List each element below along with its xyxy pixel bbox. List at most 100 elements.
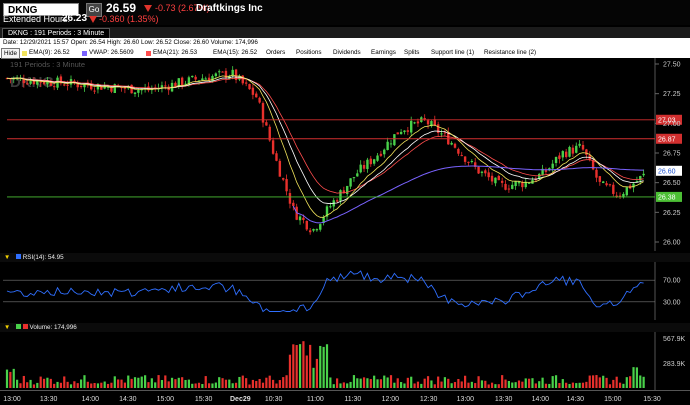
candle-body [602, 181, 605, 184]
candle-body [383, 149, 386, 155]
study-ema15[interactable]: EMA(15): 26.52 [206, 48, 257, 58]
volume-bar [447, 378, 450, 388]
symbol-input[interactable]: DKNG [3, 3, 79, 16]
candle-body [282, 178, 285, 180]
rsi-label: RSI(14): 54.95 [22, 254, 64, 261]
volume-bar [521, 381, 524, 388]
candle-body [410, 120, 413, 133]
menu-orders[interactable]: Orders [266, 49, 286, 56]
volume-bar [241, 375, 244, 388]
volume-bar [551, 376, 554, 388]
menu-support-line[interactable]: Support line (1) [431, 49, 475, 56]
volume-bar [49, 378, 52, 388]
volume-bar [541, 377, 544, 388]
candle-body [325, 206, 329, 217]
study-ema9[interactable]: EMA(9): 26.52 [22, 48, 70, 58]
volume-bar [612, 379, 615, 388]
volume-bar [457, 379, 460, 388]
volume-bar [160, 380, 164, 388]
volume-bar [106, 383, 110, 388]
volume-bar [369, 379, 372, 388]
candle-body [174, 82, 177, 88]
volume-bar [5, 369, 9, 388]
candle-body [248, 84, 251, 90]
collapse-icon[interactable]: ▼ [4, 324, 11, 331]
volume-bar [298, 344, 302, 388]
candle-body [261, 103, 265, 123]
volume-bar [403, 383, 406, 388]
candle-body [443, 132, 447, 134]
time-tick-label: 10:30 [265, 396, 283, 403]
candle-body [605, 183, 608, 186]
menu-dividends[interactable]: Dividends [333, 49, 361, 56]
time-tick-label: 11:00 [307, 396, 324, 403]
candle-body [63, 84, 66, 86]
menu-resistance-line[interactable]: Resistance line (2) [484, 49, 537, 56]
candle-body [433, 119, 436, 126]
candle-body [90, 84, 93, 90]
volume-bar [157, 375, 160, 388]
volume-bar [474, 383, 477, 388]
menu-positions[interactable]: Positions [296, 49, 322, 56]
candle-body [93, 90, 96, 92]
candle-body [366, 159, 369, 170]
candle-body [403, 130, 406, 133]
volume-bar [440, 381, 443, 388]
study-vwap[interactable]: VWAP: 26.5609 [82, 48, 134, 58]
candle-body [507, 188, 511, 190]
candle-body [339, 190, 342, 201]
candle-body [423, 118, 426, 120]
candle-body [504, 183, 507, 190]
volume-bar [201, 384, 204, 388]
volume-bar [426, 376, 430, 388]
volume-bar [487, 384, 490, 388]
volume-bar [578, 382, 581, 388]
chart-tab[interactable]: DKNG : 191 Periods : 3 Minute [2, 28, 111, 39]
watermark-periods: 191 Periods : 3 Minute [10, 60, 85, 69]
rsi-chart[interactable]: 70.00 30.00 [0, 262, 690, 320]
volume-tick-label: 567.9K [663, 336, 686, 343]
volume-bar [144, 375, 147, 388]
volume-bar [110, 382, 113, 388]
menu-earnings[interactable]: Earnings [371, 49, 396, 56]
candle-body [521, 182, 524, 188]
price-tick-label: 27.50 [663, 62, 681, 69]
volume-bar [635, 367, 638, 388]
candle-body [527, 182, 531, 184]
candle-body [524, 181, 527, 188]
candle-body [110, 87, 113, 92]
volume-bar [608, 384, 612, 388]
volume-bar [16, 379, 19, 388]
volume-bar [150, 378, 153, 388]
volume-bar [184, 379, 187, 388]
volume-bar [36, 382, 39, 388]
candle-body [322, 217, 325, 223]
study-ema21[interactable]: EMA(21): 26.53 [146, 48, 197, 58]
extended-hours-change: -0.360 (1.35%) [99, 14, 159, 24]
candle-body [241, 75, 244, 84]
candle-body [608, 184, 612, 186]
volume-bar [9, 371, 12, 388]
candle-body [477, 166, 480, 174]
candle-body [538, 173, 541, 179]
candle-body [305, 220, 308, 230]
collapse-icon[interactable]: ▼ [4, 254, 11, 261]
price-chart[interactable]: 191 Periods : 3 Minute DKNG 27.0326.8726… [0, 58, 690, 251]
hide-button[interactable]: Hide [1, 48, 20, 59]
volume-bar [19, 383, 22, 388]
menu-splits[interactable]: Splits [404, 49, 420, 56]
candle-body [463, 156, 467, 162]
chart-window-titlebar [0, 27, 690, 39]
candle-body [467, 161, 470, 163]
volume-chart[interactable]: 567.9K 283.9K [0, 332, 690, 390]
candle-body [376, 155, 379, 161]
candle-body [292, 202, 295, 207]
ema9-swatch [22, 50, 27, 56]
candle-body [211, 76, 214, 82]
price-tick-label: 27.25 [663, 91, 681, 98]
time-tick-label: 14:00 [532, 396, 550, 403]
volume-bar [585, 381, 588, 388]
volume-bar [228, 379, 231, 388]
time-tick-label: 14:00 [82, 396, 100, 403]
volume-bar [484, 380, 487, 388]
